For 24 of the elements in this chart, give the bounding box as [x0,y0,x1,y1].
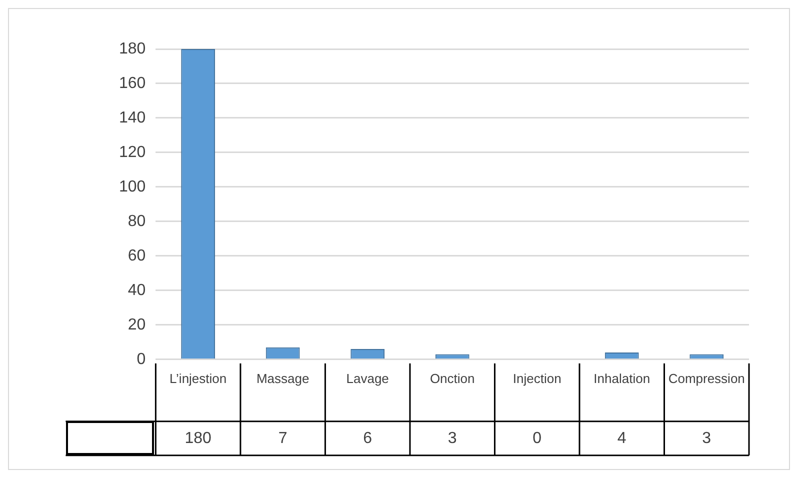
x-tick-label: Onction [430,370,475,386]
y-tick-label: 120 [118,144,146,161]
x-tick-label: L’injestion [170,370,227,386]
data-label: 180 [184,430,212,447]
data-label: 4 [617,430,626,447]
x-tick-label: Massage [256,370,310,386]
x-tick-label: Compression [668,370,745,386]
y-tick-label: 80 [128,212,146,230]
data-label: 3 [448,430,457,447]
y-tick-label: 100 [118,178,146,196]
data-label: 7 [278,430,288,447]
y-tick-label: 160 [118,74,146,92]
x-tick-label: Injection [512,370,562,386]
y-tick-label: 20 [128,316,146,334]
y-tick-label: 40 [128,282,146,299]
y-tick-label: 60 [128,247,146,264]
data-label: 6 [363,430,372,447]
x-tick-label: Lavage [346,370,389,386]
y-tick-label: 140 [118,109,146,126]
data-label: 3 [702,430,712,447]
x-tick-label: Inhalation [594,370,650,386]
data-label: 0 [532,430,542,447]
y-tick-label: 0 [136,350,146,368]
y-tick-label: 180 [118,40,146,58]
